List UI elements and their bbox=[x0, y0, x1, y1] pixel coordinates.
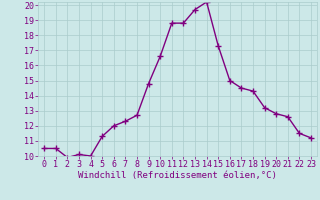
X-axis label: Windchill (Refroidissement éolien,°C): Windchill (Refroidissement éolien,°C) bbox=[78, 171, 277, 180]
